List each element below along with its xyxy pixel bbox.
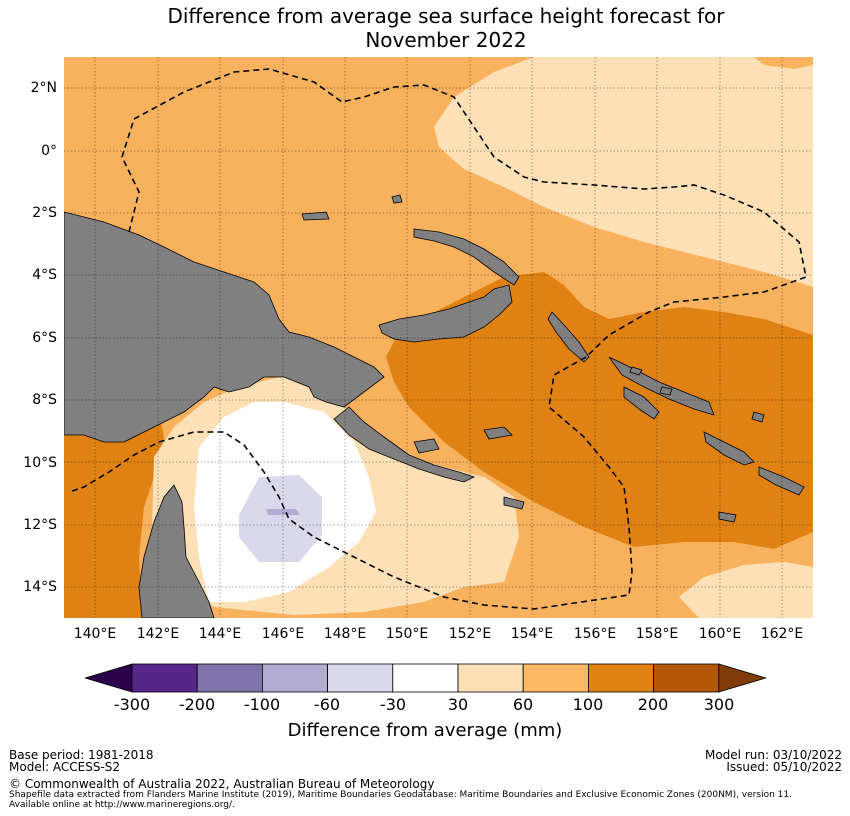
model-run: Model run: 03/10/2022 [704,748,842,762]
lat-label-10s: 10°S [23,455,57,471]
colorbar-extend-high [718,663,767,693]
band-100-200-west [64,397,164,618]
model-name: Model: ACCESS-S2 [9,760,121,774]
colorbar-extend-low [85,663,133,693]
lat-label-12s: 12°S [23,517,57,533]
small-island-2 [659,386,673,396]
colorbar-label-minus-60: -60 [313,695,341,714]
lat-label-0: 0° [41,143,57,159]
colorbar-label-minus-200: -200 [178,695,216,714]
new-guinea [64,211,385,443]
lon-label-152e: 152°E [448,626,492,642]
band-30-60-northeast [434,57,813,287]
colorbar-segment [457,663,524,693]
solomon-islands-3 [703,431,755,466]
colorbar-segment [392,663,459,693]
new-ireland [413,228,520,286]
lon-label-158e: 158°E [635,626,679,642]
colorbar [85,663,767,693]
lon-label-140e: 140°E [73,626,117,642]
graticule [64,57,813,618]
band-100-200-center [386,272,813,549]
eez-boundary [68,68,807,610]
colorbar-label-300: 300 [703,695,735,714]
colorbar-label-minus-100: -100 [243,695,281,714]
colorbar-segment [327,663,394,693]
colorbar-segment [196,663,263,693]
title-line-2: November 2022 [365,28,527,52]
new-hanover [301,211,330,221]
dentrecasteaux [413,438,440,454]
lon-label-160e: 160°E [698,626,742,642]
small-island-3 [751,411,765,423]
colorbar-label-60: 60 [512,695,534,714]
new-britain [378,284,513,343]
colorbar-title: Difference from average (mm) [287,720,563,741]
solomon-islands-2 [623,386,660,420]
colorbar-label-minus-300: -300 [113,695,151,714]
santa-cruz [718,511,737,523]
colorbar-segment [653,663,720,693]
land [64,194,805,618]
lat-label-6s: 6°S [32,330,57,346]
lon-label-144e: 144°E [198,626,242,642]
lon-label-162e: 162°E [760,626,804,642]
sea-height-map [64,57,813,618]
shapefile-credit-2: Available online at http://www.marinereg… [9,800,235,810]
lon-label-148e: 148°E [323,626,367,642]
manus [391,194,403,204]
lat-label-2n: 2°N [30,80,57,96]
lat-label-14s: 14°S [23,579,57,595]
colorbar-label-100: 100 [572,695,604,714]
shapefile-credit-1: Shapefile data extracted from Flanders M… [9,790,792,800]
lon-label-150e: 150°E [385,626,429,642]
colorbar-label-30: 30 [447,695,469,714]
colorbar-segment [587,663,654,693]
lon-label-142e: 142°E [136,626,180,642]
lat-label-4s: 4°S [32,267,57,283]
rossel [503,496,525,510]
colorbar-segment [522,663,589,693]
colorbar-label-200: 200 [637,695,669,714]
solomon-islands-4 [758,466,805,496]
colorbar-segment [131,663,198,693]
title-line-1: Difference from average sea surface heig… [167,4,725,28]
issued-date: Issued: 05/10/2022 [726,760,842,774]
lat-label-8s: 8°S [32,392,57,408]
band-30-60-southeast [679,562,813,618]
small-island-1 [629,366,643,376]
cape-york [138,484,215,618]
lon-label-156e: 156°E [573,626,617,642]
base-period: Base period: 1981-2018 [9,748,154,762]
png-peninsula [333,406,476,483]
lat-label-2s: 2°S [32,205,57,221]
band-minus-30-0 [239,475,322,562]
colorbar-segment [261,663,328,693]
colorbar-label-minus-30: -30 [379,695,407,714]
band-60-100-notch [754,57,813,69]
chart-title: Difference from average sea surface heig… [0,4,850,52]
eez-boundary-png-north [68,68,807,610]
copyright: © Commonwealth of Australia 2022, Austra… [9,777,435,791]
lon-label-146e: 146°E [261,626,305,642]
bougainville [547,311,590,363]
louisiade [483,426,513,440]
lon-label-154e: 154°E [510,626,554,642]
